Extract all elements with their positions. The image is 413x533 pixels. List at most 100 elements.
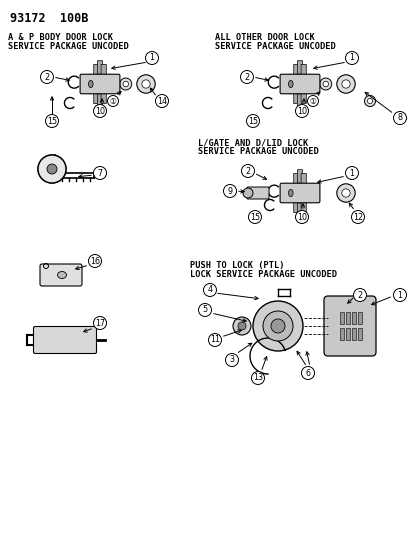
Ellipse shape (119, 78, 131, 90)
Text: 2: 2 (356, 290, 362, 300)
Text: L/GATE AND D/LID LOCK: L/GATE AND D/LID LOCK (197, 138, 308, 147)
Circle shape (241, 165, 254, 177)
Text: SERVICE PACKAGE UNCODED: SERVICE PACKAGE UNCODED (214, 42, 335, 51)
Circle shape (93, 317, 106, 329)
Text: 2: 2 (245, 166, 250, 175)
Circle shape (208, 334, 221, 346)
Text: 2: 2 (244, 72, 249, 82)
Bar (357, 328, 361, 340)
FancyBboxPatch shape (97, 94, 102, 107)
Text: 10: 10 (296, 213, 306, 222)
Circle shape (38, 155, 66, 183)
Circle shape (198, 303, 211, 317)
Text: 93172  100B: 93172 100B (10, 12, 88, 25)
Text: ①: ① (309, 96, 316, 106)
Bar (357, 312, 361, 324)
Ellipse shape (123, 81, 128, 87)
Text: 10: 10 (95, 107, 105, 116)
Text: LOCK SERVICE PACKAGE UNCODED: LOCK SERVICE PACKAGE UNCODED (190, 270, 336, 279)
Circle shape (345, 52, 358, 64)
Text: 12: 12 (352, 213, 362, 222)
Text: 10: 10 (296, 107, 306, 116)
Text: 3: 3 (229, 356, 234, 365)
Circle shape (88, 254, 101, 268)
FancyBboxPatch shape (101, 90, 106, 103)
FancyBboxPatch shape (300, 199, 306, 213)
FancyBboxPatch shape (297, 94, 302, 107)
Circle shape (107, 95, 118, 107)
Text: 8: 8 (396, 114, 401, 123)
Circle shape (155, 94, 168, 108)
FancyBboxPatch shape (93, 64, 99, 78)
Circle shape (392, 111, 406, 125)
Text: 1: 1 (349, 53, 354, 62)
Ellipse shape (237, 322, 245, 330)
Text: 11: 11 (209, 335, 219, 344)
FancyBboxPatch shape (293, 64, 298, 78)
FancyBboxPatch shape (40, 264, 82, 286)
Text: 16: 16 (90, 256, 100, 265)
FancyBboxPatch shape (300, 90, 306, 103)
Ellipse shape (262, 311, 292, 341)
Ellipse shape (319, 78, 331, 90)
FancyBboxPatch shape (297, 61, 302, 74)
Text: 1: 1 (349, 168, 354, 177)
Circle shape (301, 367, 314, 379)
Text: 1: 1 (396, 290, 401, 300)
Ellipse shape (363, 95, 375, 107)
Ellipse shape (252, 301, 302, 351)
FancyBboxPatch shape (280, 183, 319, 203)
Text: PUSH TO LOCK (PTL): PUSH TO LOCK (PTL) (190, 261, 284, 270)
Circle shape (345, 166, 358, 180)
Text: 4: 4 (207, 286, 212, 295)
Ellipse shape (322, 81, 328, 87)
Circle shape (225, 353, 238, 367)
FancyBboxPatch shape (293, 173, 298, 187)
FancyBboxPatch shape (280, 74, 319, 94)
FancyBboxPatch shape (293, 199, 298, 213)
Circle shape (45, 115, 58, 127)
FancyBboxPatch shape (293, 90, 298, 103)
Text: 13: 13 (252, 374, 262, 383)
Circle shape (392, 288, 406, 302)
Text: SERVICE PACKAGE UNCODED: SERVICE PACKAGE UNCODED (8, 42, 128, 51)
FancyBboxPatch shape (300, 64, 306, 78)
Circle shape (203, 284, 216, 296)
Text: 15: 15 (247, 117, 257, 125)
Text: 14: 14 (157, 96, 166, 106)
Bar (345, 328, 349, 340)
Circle shape (93, 166, 106, 180)
Text: 2: 2 (44, 72, 50, 82)
Ellipse shape (271, 319, 284, 333)
FancyBboxPatch shape (297, 169, 302, 183)
Text: 17: 17 (95, 319, 105, 327)
Ellipse shape (288, 80, 292, 88)
Ellipse shape (88, 80, 93, 88)
Ellipse shape (288, 189, 292, 197)
Text: 5: 5 (202, 305, 207, 314)
Ellipse shape (336, 184, 354, 202)
Text: ①: ① (109, 96, 116, 106)
Text: 9: 9 (227, 187, 232, 196)
Text: 15: 15 (249, 213, 259, 222)
FancyBboxPatch shape (247, 187, 268, 199)
Circle shape (251, 372, 264, 384)
Bar (339, 312, 343, 324)
Circle shape (223, 184, 236, 198)
FancyBboxPatch shape (300, 173, 306, 187)
Circle shape (240, 70, 253, 84)
Ellipse shape (242, 188, 252, 198)
Ellipse shape (367, 99, 372, 103)
Circle shape (248, 211, 261, 223)
Ellipse shape (57, 271, 66, 279)
Text: 1: 1 (149, 53, 154, 62)
FancyBboxPatch shape (323, 296, 375, 356)
Text: 6: 6 (305, 368, 310, 377)
Circle shape (145, 52, 158, 64)
Ellipse shape (341, 189, 349, 197)
Text: A & P BODY DOOR LOCK: A & P BODY DOOR LOCK (8, 33, 113, 42)
Text: 15: 15 (47, 117, 57, 125)
FancyBboxPatch shape (33, 327, 96, 353)
Bar (351, 328, 355, 340)
Ellipse shape (233, 317, 250, 335)
